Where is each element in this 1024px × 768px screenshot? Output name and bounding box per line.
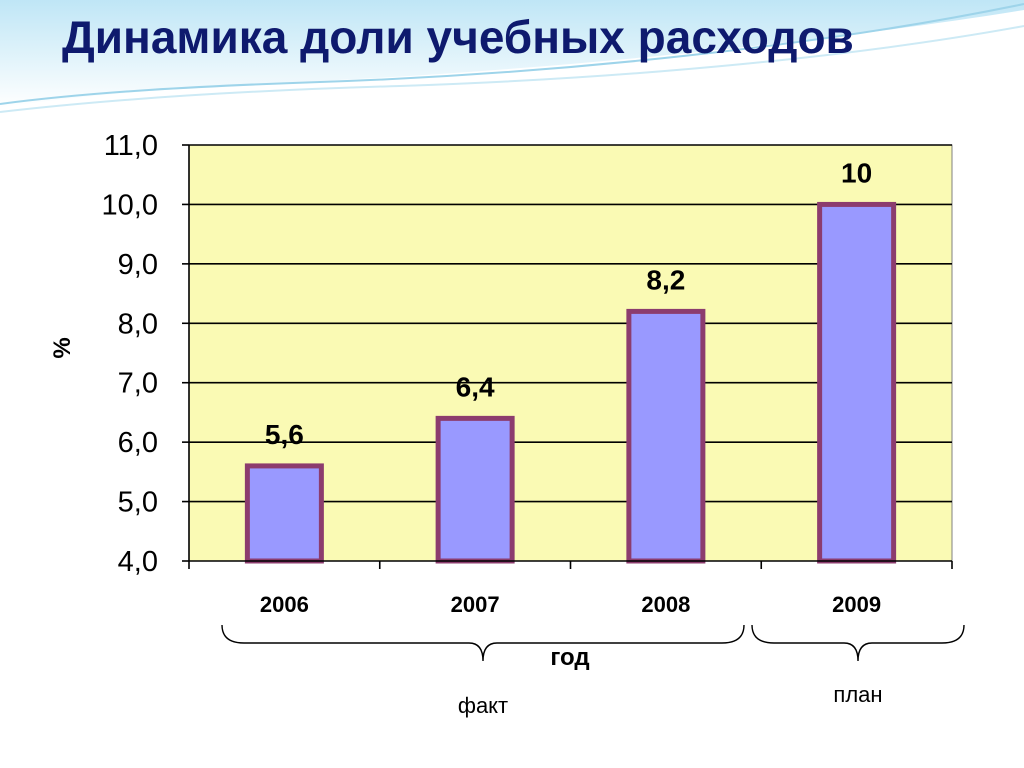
bar-2008 [626, 308, 706, 564]
data-labels: 5,6 6,4 8,2 10 [265, 157, 872, 449]
group-brace [751, 624, 965, 662]
header-wave-line [0, 25, 1024, 113]
y-tick-label: 4,0 [118, 546, 158, 578]
bar-2006 [244, 463, 324, 564]
y-tick-label: 11,0 [104, 130, 158, 162]
group-label-plan: план [833, 682, 882, 707]
category-label-2008: 2008 [641, 592, 690, 617]
group-braces [221, 624, 965, 662]
data-label-2008: 8,2 [646, 264, 685, 295]
data-label-2009: 10 [841, 157, 872, 188]
x-axis-label: год [550, 644, 589, 671]
category-label-2007: 2007 [451, 592, 500, 617]
slide-title: Динамика доли учебных расходов [62, 11, 854, 63]
y-axis-label: % [49, 337, 76, 358]
bar-2007 [435, 415, 515, 564]
header-wave [0, 0, 1024, 108]
y-tick-label: 10,0 [102, 189, 158, 221]
group-label-fact: факт [458, 693, 508, 718]
y-tick-label: 6,0 [118, 427, 158, 459]
y-tick-label: 8,0 [118, 308, 158, 340]
x-category-labels: 2006 2007 2008 2009 [260, 592, 881, 617]
bar-2009 [817, 201, 897, 564]
category-label-2006: 2006 [260, 592, 309, 617]
y-tick-label: 5,0 [118, 487, 158, 519]
y-tick-label: 7,0 [118, 368, 158, 400]
axes [182, 144, 953, 569]
data-label-2006: 5,6 [265, 419, 304, 450]
y-tick-labels: 4,0 5,0 6,0 7,0 8,0 9,0 10,0 11,0 [102, 130, 158, 578]
category-label-2009: 2009 [832, 592, 881, 617]
group-brace [221, 624, 745, 662]
header-wave-line [0, 3, 1024, 105]
y-tick-label: 9,0 [118, 249, 158, 281]
data-label-2007: 6,4 [456, 371, 495, 402]
